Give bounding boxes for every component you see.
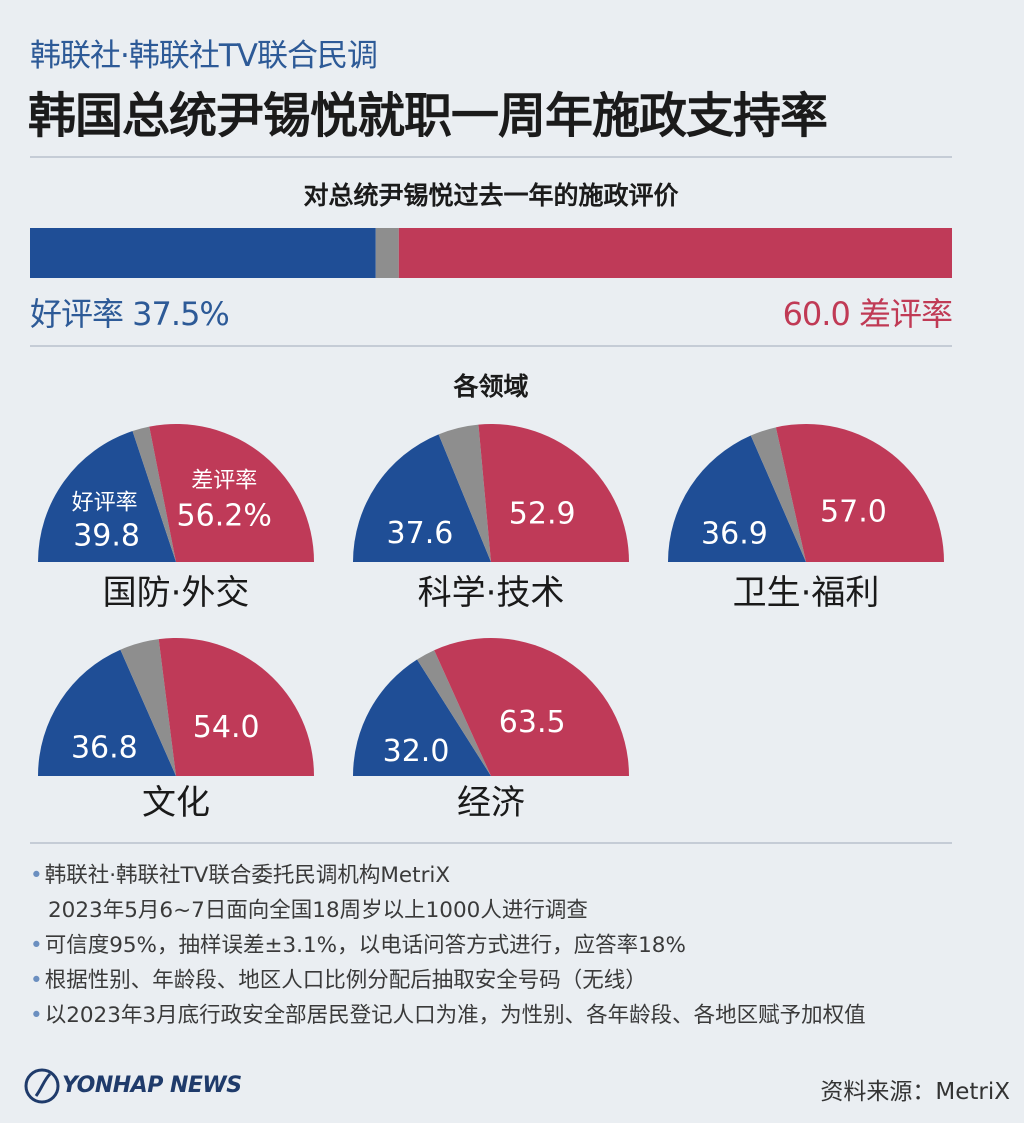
bar-segment-approve (30, 228, 376, 278)
overall-stacked-bar (30, 228, 952, 278)
pie-slice-disapprove (434, 638, 629, 776)
pie-slice-other (417, 650, 491, 776)
disapprove-value-label: 54.0 (193, 710, 260, 745)
note-item: •根据性别、年龄段、地区人口比例分配后抽取安全号码（无线） (30, 963, 866, 998)
pie-slice-disapprove (149, 424, 314, 562)
pie-slice-disapprove (158, 638, 314, 776)
bullet-icon: • (30, 863, 43, 888)
pie-slice-other (438, 424, 491, 562)
approve-value-label: 32.0 (383, 734, 450, 769)
note-text: 以2023年3月底行政安全部居民登记人口为准，为性别、各年龄段、各地区赋予加权值 (44, 1003, 866, 1028)
note-item: 2023年5月6~7日面向全国18周岁以上1000人进行调查 (30, 893, 866, 928)
pie-slice-other (132, 426, 176, 562)
source-note: 资料来源：MetriX (820, 1079, 1010, 1105)
approve-value-label: 36.8 (71, 730, 138, 765)
pie-slice-disapprove (478, 423, 629, 562)
areas-heading: 各领域 (453, 372, 529, 401)
pie-slice-approve (38, 649, 176, 776)
pie-slice-disapprove (775, 423, 945, 562)
pie-category-label: 文化 (142, 783, 210, 823)
pie-slice-other (750, 427, 806, 562)
note-item: •以2023年3月底行政安全部居民登记人口为准，为性别、各年龄段、各地区赋予加权… (30, 998, 866, 1033)
approve-value-label: 37.6 (387, 516, 454, 551)
page-title: 韩国总统尹锡悦就职一周年施政支持率 (28, 88, 828, 144)
bullet-icon: • (30, 1003, 43, 1028)
bullet-icon: • (30, 968, 43, 993)
note-item: •可信度95%，抽样误差±3.1%，以电话问答方式进行，应答率18% (30, 928, 866, 963)
approve-value-label: 36.9 (701, 516, 768, 551)
bullet-icon: • (30, 933, 43, 958)
note-text: 2023年5月6~7日面向全国18周岁以上1000人进行调查 (48, 898, 588, 923)
disapprove-value-label: 52.9 (509, 496, 576, 531)
logo-text: YONHAP NEWS (62, 1073, 242, 1098)
note-text: 可信度95%，抽样误差±3.1%，以电话问答方式进行，应答率18% (44, 933, 686, 958)
divider (30, 345, 952, 347)
divider (30, 842, 952, 844)
overall-disapprove-label: 60.0 差评率 (782, 295, 953, 333)
pie-slice-approve (353, 434, 491, 562)
approve-caption: 好评率 (72, 490, 138, 515)
overall-heading: 对总统尹锡悦过去一年的施政评价 (303, 181, 679, 210)
subtitle: 韩联社·韩联社TV联合民调 (30, 38, 378, 74)
yonhap-logo-icon (24, 1068, 60, 1104)
pie-category-label: 卫生·福利 (733, 573, 880, 613)
disapprove-value-label: 56.2% (177, 499, 272, 534)
pie-slice-approve (37, 431, 176, 562)
approve-value-label: 39.8 (73, 518, 140, 553)
disapprove-value-label: 63.5 (499, 705, 566, 740)
pie-slice-other (120, 639, 176, 776)
pie-slice-approve (353, 659, 491, 776)
bar-segment-other (375, 228, 399, 278)
bar-segment-disapprove (398, 228, 952, 278)
pie-slice-approve (668, 435, 806, 562)
pie-category-label: 科学·技术 (418, 573, 565, 613)
note-text: 根据性别、年龄段、地区人口比例分配后抽取安全号码（无线） (44, 968, 647, 993)
disapprove-value-label: 57.0 (820, 494, 887, 529)
note-item: •韩联社·韩联社TV联合委托民调机构MetriX (30, 858, 866, 893)
note-text: 韩联社·韩联社TV联合委托民调机构MetriX (44, 863, 451, 888)
survey-notes: •韩联社·韩联社TV联合委托民调机构MetriX 2023年5月6~7日面向全国… (30, 858, 866, 1033)
pie-category-label: 经济 (457, 783, 525, 823)
disapprove-caption: 差评率 (191, 469, 257, 494)
overall-approve-label: 好评率 37.5% (30, 295, 230, 333)
divider (30, 156, 952, 158)
pie-category-label: 国防·外交 (103, 573, 250, 613)
